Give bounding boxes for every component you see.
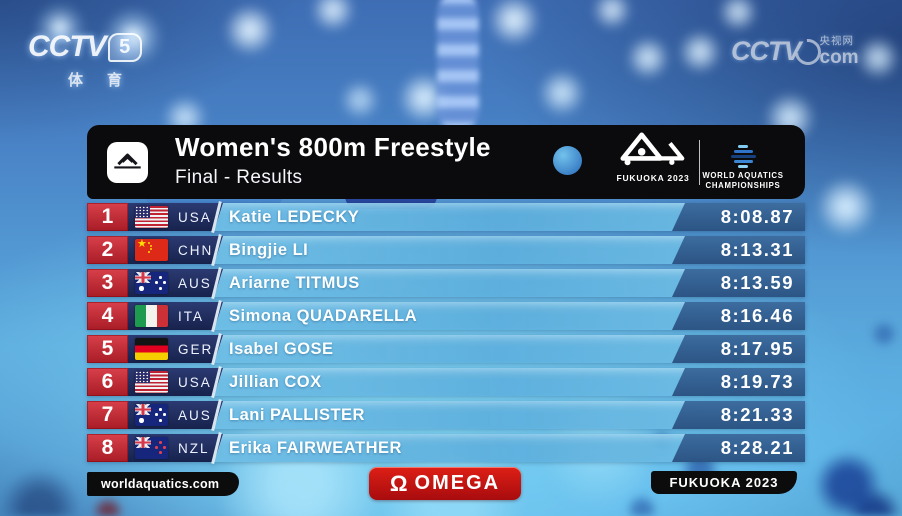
logo-divider (699, 140, 700, 185)
results-scoreboard: Women's 800m Freestyle Final - Results F… (87, 125, 805, 464)
results-table: 1 USA Katie LEDECKY 8:08.87 2 CHN Bingji… (87, 201, 805, 464)
flag-icon (135, 305, 168, 327)
result-time: 8:21.33 (672, 401, 805, 429)
result-row: 5 GER Isabel GOSE 8:17.95 (87, 333, 805, 365)
country-code: AUS (178, 407, 212, 423)
flag-icon (135, 371, 168, 393)
flag-icon (135, 404, 168, 426)
athlete-name: Simona QUADARELLA (229, 306, 418, 325)
event-subtitle: Final - Results (175, 167, 303, 188)
world-aquatics-championships-logo: WORLD AQUATICS CHAMPIONSHIPS (693, 135, 793, 190)
country-cell: CHN (128, 236, 223, 264)
rank-badge: 7 (87, 401, 128, 429)
country-code: GER (178, 341, 214, 357)
athlete-name: Erika FAIRWEATHER (229, 438, 402, 457)
cctv-com-domain: com (819, 46, 859, 68)
country-cell: ITA (128, 302, 223, 330)
worldaquatics-url-badge: worldaquatics.com (87, 472, 240, 496)
result-time: 8:19.73 (672, 368, 805, 396)
result-row: 3 AUS Ariarne TITMUS 8:13.59 (87, 267, 805, 299)
athlete-name: Isabel GOSE (229, 339, 334, 358)
rank-badge: 1 (87, 203, 128, 231)
country-code: NZL (178, 440, 210, 456)
wa-logo-line2: CHAMPIONSHIPS (705, 180, 781, 190)
fukuoka-mountain-icon (620, 132, 685, 166)
cctv-com-brand: CCTV (731, 36, 801, 66)
athlete-name: Lani PALLISTER (229, 405, 365, 424)
swimming-event-icon (107, 142, 148, 183)
rank-badge: 6 (87, 368, 128, 396)
result-row: 1 USA Katie LEDECKY 8:08.87 (87, 201, 805, 233)
rank-badge: 3 (87, 269, 128, 297)
country-cell: AUS (128, 401, 223, 429)
omega-sponsor-badge: Ω OMEGA (369, 467, 521, 500)
result-time: 8:17.95 (672, 335, 805, 363)
flag-icon (135, 272, 168, 294)
country-cell: NZL (128, 434, 223, 462)
cctv-com-watermark: CCTV 央视网 com (731, 33, 859, 70)
flag-icon (135, 239, 168, 261)
result-row: 4 ITA Simona QUADARELLA 8:16.46 (87, 300, 805, 332)
fukuoka-2023-badge: FUKUOKA 2023 (651, 471, 797, 494)
event-title: Women's 800m Freestyle (175, 132, 491, 162)
omega-symbol-icon: Ω (389, 470, 408, 496)
athlete-name: Bingjie LI (229, 240, 309, 259)
result-time: 8:16.46 (672, 302, 805, 330)
rank-badge: 2 (87, 236, 128, 264)
omega-wordmark: OMEGA (414, 472, 501, 494)
cctv5-channel-number: 5 (107, 32, 142, 62)
country-code: USA (178, 374, 212, 390)
rank-badge: 5 (87, 335, 128, 363)
country-code: USA (178, 209, 212, 225)
rank-badge: 4 (87, 302, 128, 330)
result-row: 7 AUS Lani PALLISTER 8:21.33 (87, 399, 805, 431)
fukuoka-logo-label: FUKUOKA 2023 (616, 173, 690, 183)
athlete-name: Ariarne TITMUS (229, 273, 360, 292)
fukuoka-2023-logo: FUKUOKA 2023 (607, 131, 699, 183)
athlete-name: Jillian COX (229, 372, 322, 391)
athlete-name: Katie LEDECKY (229, 207, 360, 226)
cctv5-subtitle: 体育 (68, 72, 147, 89)
bubble-decoration (553, 146, 582, 175)
flag-icon (135, 338, 168, 360)
rank-badge: 8 (87, 434, 128, 462)
cctv5-brand: CCTV (28, 30, 107, 63)
country-cell: USA (128, 203, 223, 231)
result-time: 8:13.31 (672, 236, 805, 264)
result-time: 8:28.21 (672, 434, 805, 462)
result-row: 8 NZL Erika FAIRWEATHER 8:28.21 (87, 432, 805, 464)
result-time: 8:08.87 (672, 203, 805, 231)
country-code: AUS (178, 275, 212, 291)
scoreboard-header: Women's 800m Freestyle Final - Results F… (87, 125, 805, 199)
world-aquatics-globe-icon (730, 144, 756, 168)
country-cell: AUS (128, 269, 223, 297)
result-time: 8:13.59 (672, 269, 805, 297)
result-row: 2 CHN Bingjie LI 8:13.31 (87, 234, 805, 266)
country-code: CHN (178, 242, 214, 258)
country-code: ITA (178, 308, 204, 324)
country-cell: GER (128, 335, 223, 363)
wa-logo-line1: WORLD AQUATICS (702, 171, 784, 180)
cctv5-watermark: CCTV 5 体育 (28, 30, 146, 90)
result-row: 6 USA Jillian COX 8:19.73 (87, 366, 805, 398)
flag-icon (135, 206, 168, 228)
cctv-com-cn-label: 央视网 (819, 35, 854, 48)
country-cell: USA (128, 368, 223, 396)
flag-icon (135, 437, 168, 459)
